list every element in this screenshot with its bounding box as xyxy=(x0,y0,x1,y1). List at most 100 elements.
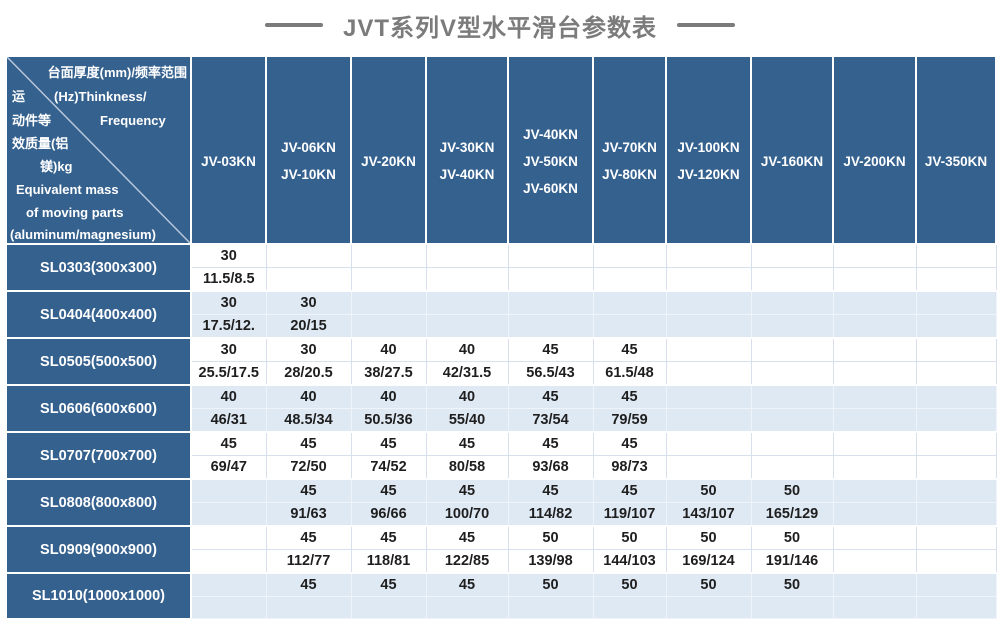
diagonal-line xyxy=(7,57,190,243)
column-header-model: JV-03KN xyxy=(201,153,256,169)
cell-thickness: 45 xyxy=(425,478,509,503)
table-row-thickness: SL0909(900x900) 45 45 45 50 50 50 50 xyxy=(5,525,997,574)
column-header-model: JV-100KN xyxy=(677,140,740,155)
column-header: JV-350KN xyxy=(915,55,997,245)
table-row-frequency: 17.5/12. 20/15 xyxy=(6,314,997,339)
cell-thickness: 45 xyxy=(190,431,267,456)
table-row-frequency: 91/63 96/66 100/70 114/82 119/107 143/107 165/… xyxy=(6,502,997,527)
cell-frequency xyxy=(915,361,997,386)
cell-thickness xyxy=(665,243,752,268)
cell-frequency: 80/58 xyxy=(425,455,509,480)
row-label: SL0404(400x400) xyxy=(5,290,192,339)
cell-thickness xyxy=(350,290,427,315)
cell-frequency xyxy=(265,267,352,292)
cell-thickness xyxy=(750,243,834,268)
corner-line-3-right: Frequency xyxy=(100,113,166,128)
cell-frequency: 25.5/17.5 xyxy=(190,361,267,386)
cell-frequency xyxy=(750,314,834,339)
cell-thickness xyxy=(750,290,834,315)
cell-frequency xyxy=(832,455,917,480)
cell-thickness: 45 xyxy=(265,431,352,456)
cell-frequency: 73/54 xyxy=(507,408,594,433)
cell-thickness xyxy=(425,243,509,268)
cell-thickness xyxy=(592,243,667,268)
cell-thickness xyxy=(832,243,917,268)
cell-thickness: 40 xyxy=(265,384,352,409)
cell-thickness xyxy=(750,337,834,362)
cell-thickness: 30 xyxy=(190,290,267,315)
row-label: SL0606(600x600) xyxy=(5,384,192,433)
cell-frequency: 72/50 xyxy=(265,455,352,480)
table-row-frequency: 46/31 48.5/34 50.5/36 55/40 73/54 79/59 xyxy=(6,408,997,433)
cell-frequency xyxy=(665,361,752,386)
table-row-thickness: SL0808(800x800) 45 45 45 45 45 50 50 xyxy=(5,478,997,527)
cell-thickness: 50 xyxy=(507,525,594,550)
table-header-row: 台面厚度(mm)/频率范围 运 (Hz)Thinkness/ 动件等 Frequ… xyxy=(5,55,997,245)
cell-thickness xyxy=(425,290,509,315)
cell-thickness: 45 xyxy=(592,384,667,409)
cell-thickness xyxy=(750,384,834,409)
cell-thickness: 45 xyxy=(265,572,352,597)
cell-thickness: 50 xyxy=(665,478,752,503)
cell-frequency xyxy=(832,408,917,433)
cell-thickness: 45 xyxy=(350,572,427,597)
cell-frequency: 17.5/12. xyxy=(190,314,267,339)
cell-frequency xyxy=(350,267,427,292)
cell-thickness: 50 xyxy=(750,525,834,550)
cell-thickness xyxy=(832,572,917,597)
cell-thickness xyxy=(915,572,997,597)
cell-frequency xyxy=(190,502,267,527)
cell-thickness: 50 xyxy=(592,572,667,597)
row-label: SL0303(300x300) xyxy=(5,243,192,292)
cell-frequency xyxy=(750,408,834,433)
cell-frequency: 122/85 xyxy=(425,549,509,574)
column-header: JV-03KN xyxy=(190,55,267,245)
cell-frequency: 74/52 xyxy=(350,455,427,480)
column-header: JV-20KN xyxy=(350,55,427,245)
cell-thickness: 45 xyxy=(350,525,427,550)
cell-frequency xyxy=(915,408,997,433)
page-title-bar: JVT系列V型水平滑台参数表 xyxy=(0,0,1000,50)
cell-thickness: 40 xyxy=(350,384,427,409)
cell-thickness xyxy=(832,384,917,409)
cell-frequency xyxy=(750,455,834,480)
corner-line-8: (aluminum/magnesium) xyxy=(10,227,156,242)
cell-thickness xyxy=(915,290,997,315)
cell-frequency: 100/70 xyxy=(425,502,509,527)
cell-thickness: 40 xyxy=(350,337,427,362)
column-header-model: JV-40KN xyxy=(439,167,495,182)
cell-thickness: 45 xyxy=(507,431,594,456)
cell-frequency xyxy=(425,267,509,292)
cell-frequency: 143/107 xyxy=(665,502,752,527)
parameter-table: 台面厚度(mm)/频率范围 运 (Hz)Thinkness/ 动件等 Frequ… xyxy=(5,55,997,620)
table-row-thickness: SL0303(300x300) 30 xyxy=(5,243,997,292)
column-header-model: JV-60KN xyxy=(523,180,578,196)
cell-thickness: 40 xyxy=(425,337,509,362)
cell-thickness xyxy=(832,431,917,456)
cell-frequency xyxy=(832,314,917,339)
cell-frequency xyxy=(915,502,997,527)
cell-thickness: 30 xyxy=(190,243,267,268)
cell-frequency xyxy=(665,314,752,339)
cell-frequency xyxy=(507,596,594,619)
cell-frequency xyxy=(190,549,267,574)
cell-thickness xyxy=(832,478,917,503)
column-header-model: JV-80KN xyxy=(602,167,657,182)
cell-frequency: 46/31 xyxy=(190,408,267,433)
title-dash-right xyxy=(677,23,736,27)
cell-thickness: 40 xyxy=(425,384,509,409)
row-label: SL0707(700x700) xyxy=(5,431,192,480)
cell-frequency: 191/146 xyxy=(750,549,834,574)
cell-frequency: 28/20.5 xyxy=(265,361,352,386)
cell-frequency: 119/107 xyxy=(592,502,667,527)
cell-thickness xyxy=(832,337,917,362)
cell-frequency: 139/98 xyxy=(507,549,594,574)
column-header-model: JV-200KN xyxy=(843,153,906,169)
cell-thickness: 45 xyxy=(507,337,594,362)
corner-line-7: of moving parts xyxy=(26,205,124,220)
cell-frequency xyxy=(915,455,997,480)
cell-frequency: 93/68 xyxy=(507,455,594,480)
cell-frequency xyxy=(750,596,834,619)
cell-thickness: 45 xyxy=(592,478,667,503)
cell-thickness xyxy=(507,243,594,268)
